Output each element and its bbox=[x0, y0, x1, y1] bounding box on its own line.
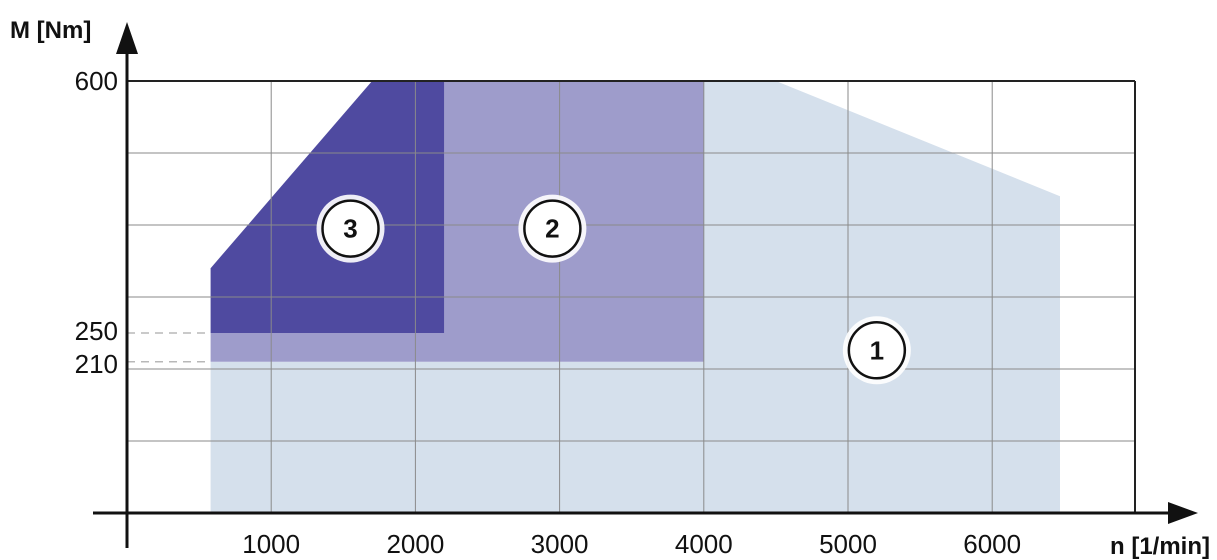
x-tick-label-3000: 3000 bbox=[531, 529, 589, 559]
badge-circle-1 bbox=[847, 321, 907, 380]
badge-circle-3 bbox=[321, 199, 380, 258]
region-2 bbox=[210, 81, 704, 362]
badge-label-3: 3 bbox=[343, 214, 357, 244]
y-tick-label-210: 210 bbox=[75, 349, 118, 379]
badge-label-2: 2 bbox=[545, 214, 559, 244]
y-axis-arrow bbox=[116, 22, 138, 54]
grid bbox=[127, 80, 1136, 513]
x-tick-label-2000: 2000 bbox=[386, 529, 444, 559]
x-tick-label-1000: 1000 bbox=[242, 529, 300, 559]
x-axis-label: n [1/min] bbox=[1110, 533, 1210, 560]
badge-circle-2 bbox=[523, 199, 582, 258]
badge-label-1: 1 bbox=[870, 335, 884, 365]
x-tick-label-5000: 5000 bbox=[819, 529, 877, 559]
region-badges: 1 2 3 bbox=[316, 194, 911, 385]
y-tick-label-250: 250 bbox=[75, 316, 118, 346]
reference-dashes bbox=[127, 332, 211, 363]
x-axis-arrow bbox=[1168, 502, 1198, 524]
y-tick-label-600: 600 bbox=[75, 66, 118, 96]
axes bbox=[93, 22, 1198, 548]
x-tick-label-4000: 4000 bbox=[675, 529, 733, 559]
x-tick-label-6000: 6000 bbox=[963, 529, 1021, 559]
y-axis-label: M [Nm] bbox=[10, 17, 91, 44]
